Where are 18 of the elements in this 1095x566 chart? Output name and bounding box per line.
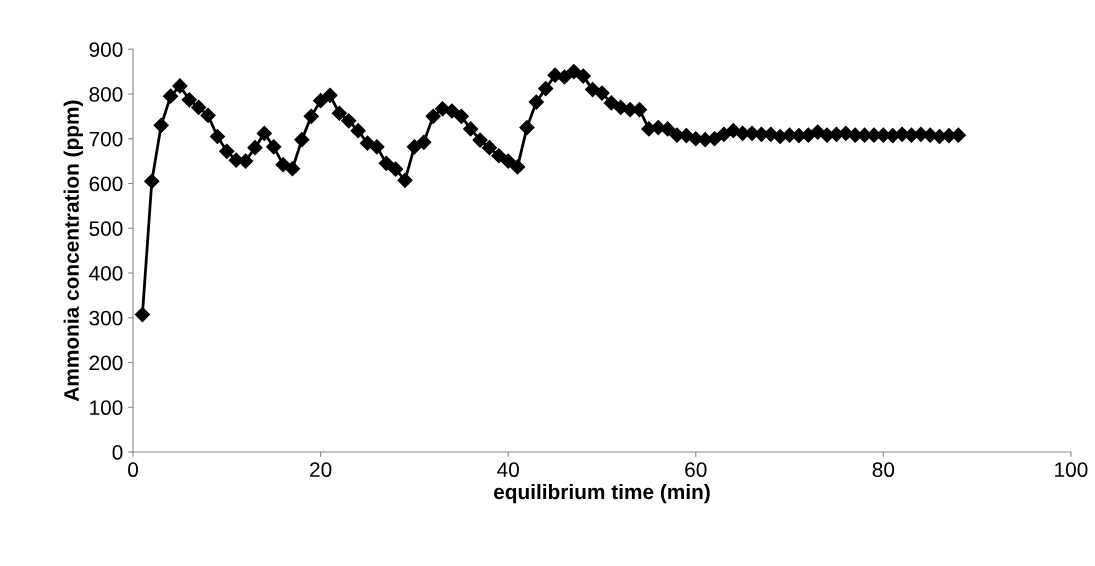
y-tick-label: 700 bbox=[89, 131, 123, 147]
x-tick-label: 100 bbox=[1055, 462, 1088, 478]
x-tick-label: 40 bbox=[497, 462, 519, 478]
y-tick-label: 300 bbox=[89, 310, 123, 326]
y-tick-label: 500 bbox=[89, 221, 123, 236]
x-axis-title: equilibrium time (min) bbox=[493, 483, 710, 504]
y-tick-label: 800 bbox=[89, 87, 123, 102]
y-tick-label: 100 bbox=[90, 400, 123, 416]
x-tick-label: 80 bbox=[872, 462, 895, 478]
x-tick-label: 60 bbox=[685, 462, 707, 478]
y-tick-label: 900 bbox=[89, 42, 123, 57]
y-tick-label: 0 bbox=[112, 445, 123, 460]
y-tick-label: 400 bbox=[89, 266, 123, 281]
y-tick-label: 200 bbox=[89, 355, 123, 371]
y-axis-title: Ammonia concentration (ppm) bbox=[63, 100, 84, 402]
y-tick-label: 600 bbox=[89, 176, 123, 192]
x-tick-label: 0 bbox=[128, 462, 139, 478]
x-tick-label: 20 bbox=[310, 462, 332, 478]
